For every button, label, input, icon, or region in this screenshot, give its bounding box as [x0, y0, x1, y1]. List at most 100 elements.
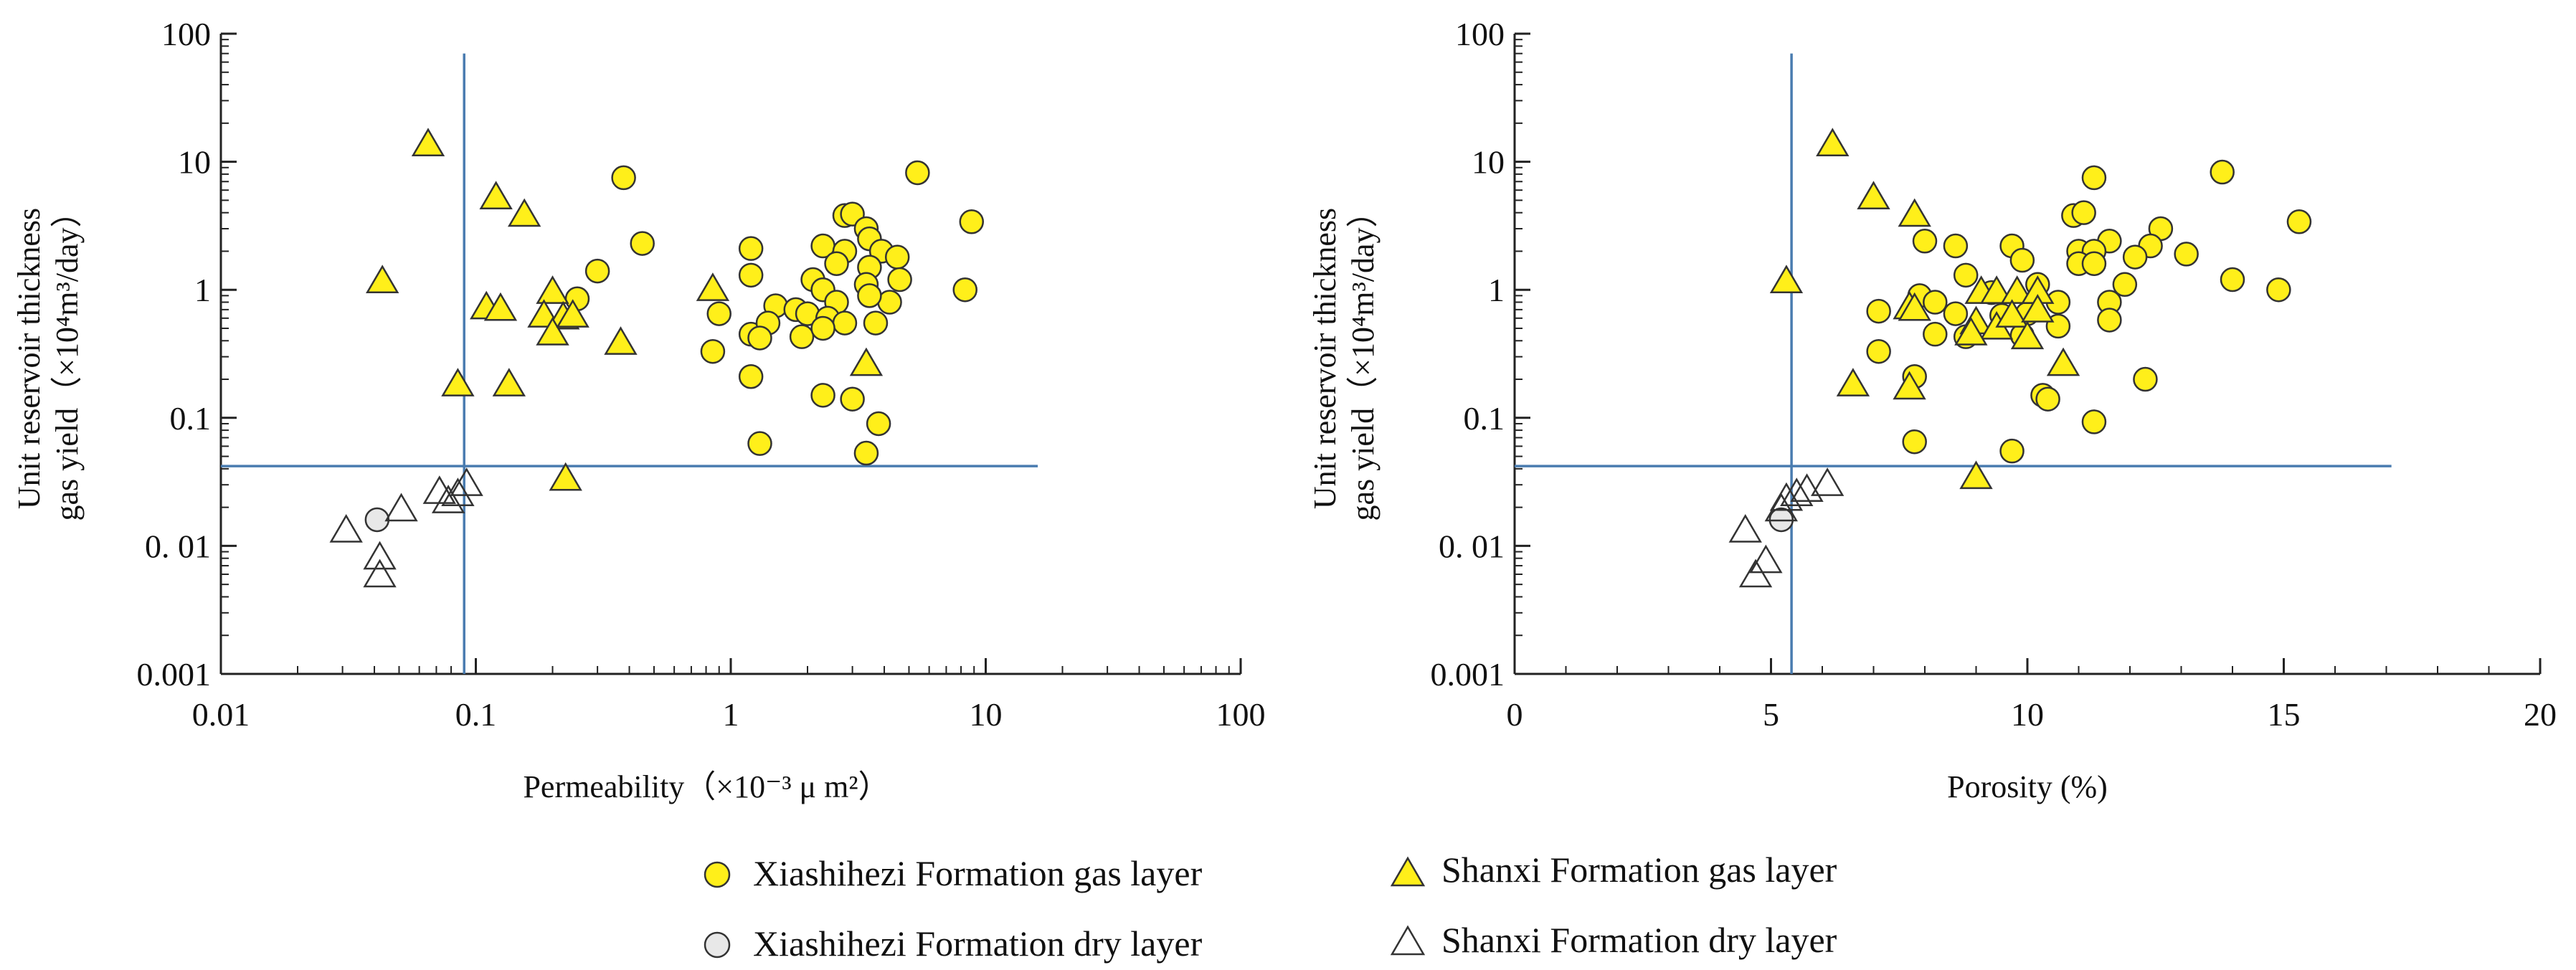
shanxi-formation-gas-layerpoint	[366, 265, 399, 294]
shanxi-formation-dry-layerpoint	[1738, 558, 1773, 588]
xiashihezi-formation-gas-layerpoint	[630, 231, 655, 256]
y-tick-label: 0. 01	[145, 528, 211, 564]
xiashihezi-formation-gas-layerpoint	[1943, 233, 1969, 259]
xiashihezi-formation-gas-layerpoint	[611, 165, 636, 191]
xiashihezi-formation-gas-layerpoint	[810, 315, 835, 341]
right-y-axis-title-line2: gas yield（×10⁴m³/day）	[1345, 196, 1381, 521]
shanxi-formation-gas-layerpoint	[849, 347, 884, 376]
left-data-points	[329, 128, 985, 588]
shanxi-formation-dry-layerpoint	[441, 477, 475, 506]
y-tick-label: 0.001	[1431, 656, 1505, 693]
legend-sx-gas-marker	[1390, 856, 1426, 887]
shanxi-formation-dry-layerpoint	[431, 485, 465, 513]
xiashihezi-formation-gas-layerpoint	[952, 277, 977, 303]
xiashihezi-formation-dry-layerpoint	[364, 507, 390, 533]
xiashihezi-formation-gas-layerpoint	[810, 383, 835, 408]
legend-sx-gas-label: Shanxi Formation gas layer	[1441, 850, 1837, 890]
x-tick-label: 1	[723, 696, 739, 733]
x-tick-label: 10	[970, 696, 1003, 733]
xiashihezi-formation-gas-layerpoint	[840, 386, 865, 412]
shanxi-formation-dry-layerpoint	[363, 541, 397, 570]
y-tick-label: 1	[194, 272, 211, 308]
x-tick-label: 100	[1216, 696, 1266, 733]
shanxi-formation-gas-layerpoint	[2021, 294, 2055, 323]
xiashihezi-formation-gas-layerpoint	[1953, 262, 1979, 288]
shanxi-formation-gas-layerpoint	[549, 462, 582, 491]
shanxi-formation-gas-layerpoint	[1857, 181, 1890, 209]
x-tick-label: 0.01	[192, 696, 250, 733]
x-tick-label: 0.1	[455, 696, 497, 733]
xiashihezi-formation-gas-layerpoint	[2112, 272, 2138, 298]
xiashihezi-formation-gas-layerpoint	[2174, 242, 2199, 267]
shanxi-formation-dry-layerpoint	[1764, 493, 1798, 522]
y-tick-label: 1	[1488, 272, 1505, 308]
xiashihezi-formation-gas-layerpoint	[738, 236, 764, 261]
right-cutoff-lines	[1515, 53, 2392, 674]
y-tick-label: 0.1	[1464, 400, 1505, 437]
x-tick-label: 15	[2268, 696, 2301, 733]
xiashihezi-formation-gas-layerpoint	[853, 440, 879, 466]
x-tick-label: 5	[1763, 696, 1779, 733]
legend: Xiashihezi Formation gas layer Shanxi Fo…	[704, 850, 1837, 964]
right-y-axis-title-line1: Unit reservoir thickness	[1307, 208, 1343, 509]
shanxi-formation-gas-layerpoint	[1816, 128, 1850, 156]
left-y-axis-title-line2: gas yield（×10⁴m³/day）	[49, 196, 85, 521]
shanxi-formation-gas-layerpoint	[492, 368, 526, 396]
xiashihezi-formation-gas-layerpoint	[1866, 298, 1891, 324]
xiashihezi-formation-gas-layerpoint	[959, 209, 985, 234]
xiashihezi-formation-gas-layerpoint	[832, 310, 858, 336]
xiashihezi-formation-gas-layerpoint	[2122, 244, 2148, 270]
xiashihezi-formation-gas-layerpoint	[863, 310, 889, 336]
xiashihezi-formation-gas-layerpoint	[1912, 229, 1938, 254]
legend-sx-dry-marker	[1390, 925, 1426, 956]
xiashihezi-formation-gas-layerpoint	[1866, 338, 1891, 364]
xiashihezi-formation-gas-layerpoint	[905, 160, 930, 186]
y-tick-label: 10	[1472, 144, 1505, 181]
right-data-points	[1728, 128, 2312, 588]
shanxi-formation-gas-layerpoint	[507, 198, 541, 227]
xiashihezi-formation-gas-layerpoint	[884, 244, 910, 270]
xiashihezi-formation-gas-layerpoint	[1999, 438, 2025, 464]
xiashihezi-formation-gas-layerpoint	[2097, 308, 2122, 333]
shanxi-formation-dry-layerpoint	[450, 467, 483, 496]
xiashihezi-formation-gas-layerpoint	[700, 338, 726, 364]
shanxi-formation-dry-layerpoint	[1790, 473, 1824, 503]
legend-xsz-gas-label: Xiashihezi Formation gas layer	[753, 853, 1203, 893]
shanxi-formation-gas-layerpoint	[536, 275, 569, 304]
shanxi-formation-gas-layerpoint	[1898, 292, 1931, 321]
y-tick-label: 10	[178, 144, 211, 181]
left-cutoff-lines	[221, 53, 1038, 674]
shanxi-formation-gas-layerpoint	[1898, 198, 1931, 227]
xiashihezi-formation-gas-layerpoint	[2081, 251, 2107, 276]
permeability-chart: 0.001 0. 01 0.1 1 10 100 0.01 0.1 1 10 100 Permeab…	[11, 16, 1266, 804]
shanxi-formation-gas-layerpoint	[479, 181, 513, 209]
x-tick-label: 0	[1507, 696, 1523, 733]
shanxi-formation-dry-layerpoint	[1728, 513, 1762, 543]
shanxi-formation-gas-layerpoint	[1979, 275, 2014, 304]
legend-xsz-dry-marker	[704, 931, 731, 959]
y-tick-label: 0.1	[170, 400, 212, 437]
shanxi-formation-dry-layerpoint	[329, 513, 363, 543]
xiashihezi-formation-gas-layerpoint	[2081, 409, 2107, 434]
left-axes: 0.001 0. 01 0.1 1 10 100 0.01 0.1 1 10 100	[137, 16, 1266, 733]
shanxi-formation-gas-layerpoint	[2010, 320, 2045, 350]
xiashihezi-formation-gas-layerpoint	[887, 267, 912, 293]
shanxi-formation-dry-layerpoint	[363, 558, 397, 588]
shanxi-formation-gas-layerpoint	[411, 128, 445, 156]
xiashihezi-formation-gas-layerpoint	[2009, 247, 2035, 273]
xiashihezi-formation-gas-layerpoint	[1902, 429, 1927, 455]
shanxi-formation-gas-layerpoint	[1893, 371, 1926, 400]
xiashihezi-formation-gas-layerpoint	[747, 325, 772, 351]
xiashihezi-formation-gas-layerpoint	[2210, 159, 2235, 185]
xiashihezi-formation-gas-layerpoint	[1923, 290, 1948, 315]
shanxi-formation-dry-layerpoint	[1810, 467, 1845, 496]
xiashihezi-formation-gas-layerpoint	[866, 411, 891, 437]
shanxi-formation-gas-layerpoint	[536, 317, 569, 346]
shanxi-formation-gas-layerpoint	[2000, 275, 2034, 304]
shanxi-formation-gas-layerpoint	[1995, 299, 2029, 328]
xiashihezi-formation-gas-layerpoint	[2220, 267, 2245, 293]
right-axes: 0.001 0. 01 0.1 1 10 100 0 5 10 15 20	[1431, 16, 2557, 733]
left-x-axis-title: Permeability（×10⁻³ μ m²）	[523, 769, 889, 804]
xiashihezi-formation-gas-layerpoint	[2133, 366, 2158, 392]
